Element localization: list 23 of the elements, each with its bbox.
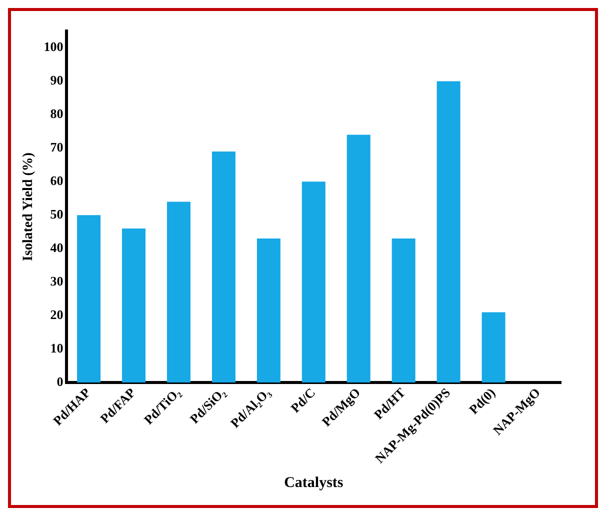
bar <box>392 238 416 383</box>
y-tick-label: 40 <box>50 240 64 255</box>
bar <box>77 215 101 383</box>
y-tick-label: 10 <box>50 340 64 356</box>
y-tick-label: 90 <box>50 72 64 88</box>
y-tick-label: 70 <box>50 140 64 155</box>
x-axis-title: Catalysts <box>284 474 344 491</box>
y-tick-label: 100 <box>44 39 64 54</box>
y-tick-label: 50 <box>50 206 64 222</box>
bar <box>166 202 190 383</box>
bar <box>212 152 236 383</box>
bar <box>122 228 146 383</box>
y-axis-title: Isolated Yield (%) <box>21 152 36 262</box>
y-tick-label: 30 <box>50 273 64 288</box>
bar <box>482 312 506 383</box>
bar <box>256 238 280 383</box>
y-tick-label: 60 <box>50 173 64 188</box>
bar <box>302 182 326 383</box>
bar <box>436 81 460 383</box>
y-tick-label: 0 <box>56 374 64 389</box>
y-tick-label: 20 <box>50 306 64 322</box>
bar <box>346 134 370 383</box>
y-tick-label: 80 <box>50 106 64 122</box>
